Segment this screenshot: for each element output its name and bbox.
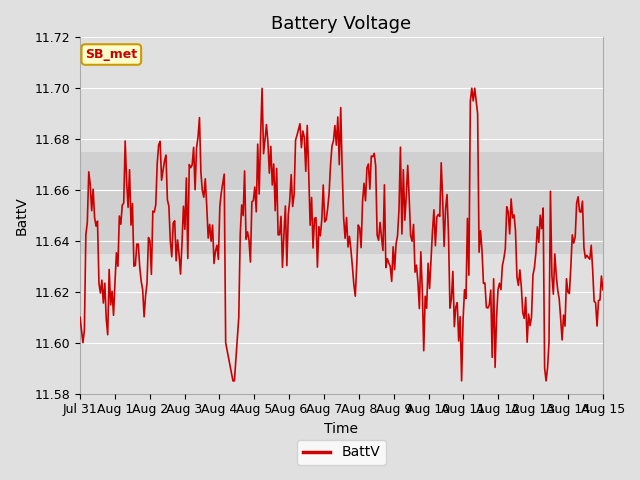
Bar (80, 152, 603, 253)
Text: SB_met: SB_met (85, 48, 138, 61)
Y-axis label: BattV: BattV (15, 196, 29, 235)
X-axis label: Time: Time (324, 422, 358, 436)
Title: Battery Voltage: Battery Voltage (271, 15, 412, 33)
Legend: BattV: BattV (297, 440, 386, 465)
